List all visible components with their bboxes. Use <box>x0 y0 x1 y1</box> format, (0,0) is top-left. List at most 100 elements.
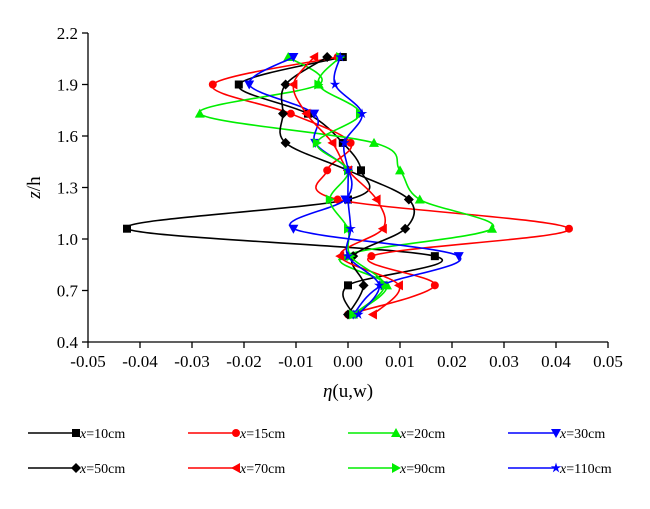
data-point <box>345 223 356 234</box>
y-tick-label: 1.3 <box>57 179 78 198</box>
x-tick-label: -0.05 <box>70 352 105 371</box>
legend-entry: x=110cm <box>508 462 612 477</box>
legend-label-value: =15cm <box>246 427 285 442</box>
y-axis-label-text: /h <box>24 176 45 191</box>
y-tick-label: 1.9 <box>57 76 78 95</box>
legend-label-value: =50cm <box>86 462 125 477</box>
legend-label-value: =110cm <box>566 462 612 477</box>
series-line <box>333 56 381 316</box>
legend-label-var: x <box>399 462 407 477</box>
y-tick-label: 1.6 <box>57 127 78 146</box>
data-point <box>380 280 390 291</box>
data-point <box>194 108 205 118</box>
data-point <box>327 137 337 148</box>
data-point <box>453 252 464 262</box>
x-tick-label: 0.02 <box>437 352 467 371</box>
data-point <box>393 280 403 291</box>
data-point <box>314 79 324 90</box>
y-axis-label: z/h <box>24 176 45 200</box>
data-point <box>367 252 376 261</box>
data-point <box>374 279 385 290</box>
x-tick-label: -0.03 <box>174 352 209 371</box>
legend-label: x=50cm <box>79 462 125 477</box>
data-point <box>288 224 299 234</box>
series-line <box>316 56 386 316</box>
x-tick-label: 0.01 <box>385 352 415 371</box>
y-axis-label-symbol: z <box>24 191 45 200</box>
data-point <box>342 194 354 204</box>
legend-label-var: x <box>239 462 247 477</box>
legend-label: x=15cm <box>239 427 285 442</box>
legend-label-value: =70cm <box>246 462 285 477</box>
data-point <box>369 137 379 147</box>
legend-label-var: x <box>559 462 567 477</box>
legend-marker <box>550 462 562 473</box>
data-point <box>280 79 291 90</box>
data-point <box>346 138 355 147</box>
data-point <box>288 53 299 63</box>
x-tick-label: -0.02 <box>226 352 261 371</box>
x-tick-label: 0.00 <box>333 352 363 371</box>
data-point <box>339 137 350 148</box>
data-point <box>335 251 345 262</box>
data-point <box>323 166 332 175</box>
legend-label: x=20cm <box>399 427 445 442</box>
data-point <box>344 281 352 290</box>
data-point <box>329 79 341 89</box>
x-axis-label: η(u,w) <box>323 381 373 402</box>
data-point <box>414 194 425 204</box>
legend-label-value: =10cm <box>86 427 125 442</box>
data-point <box>288 79 298 90</box>
data-point <box>400 223 411 234</box>
x-tick-label: 0.03 <box>489 352 519 371</box>
series-line <box>279 56 416 315</box>
x-tick-label: -0.04 <box>122 352 158 371</box>
legend-label: x=110cm <box>559 462 612 477</box>
series-x-30cm <box>244 53 464 320</box>
legend-entry: x=15cm <box>188 427 285 442</box>
data-point <box>353 309 364 319</box>
data-point <box>123 224 131 233</box>
legend-label-var: x <box>399 427 407 442</box>
x-tick-label: 0.05 <box>593 352 623 371</box>
x-tick-label: -0.01 <box>278 352 313 371</box>
legend-label-var: x <box>79 427 87 442</box>
legend-entry: x=50cm <box>28 462 125 477</box>
legend-label-var: x <box>79 462 87 477</box>
data-point <box>208 80 217 89</box>
legend-entry: x=90cm <box>348 462 445 477</box>
data-point <box>325 194 335 205</box>
data-point <box>309 109 320 119</box>
data-point <box>377 223 387 234</box>
data-point <box>367 309 377 320</box>
data-point <box>395 165 405 175</box>
series-line <box>198 56 495 316</box>
legend-entry: x=70cm <box>188 462 285 477</box>
data-point <box>403 194 414 205</box>
y-tick-label: 0.4 <box>57 333 79 352</box>
legend-label: x=70cm <box>239 462 285 477</box>
legend-label: x=90cm <box>399 462 445 477</box>
y-tick-label: 0.7 <box>57 282 79 301</box>
data-point <box>309 52 319 63</box>
legend-marker <box>232 429 240 437</box>
data-point <box>430 281 439 290</box>
data-point <box>342 164 354 175</box>
data-point <box>335 51 346 62</box>
legend-entry: x=20cm <box>348 427 445 442</box>
data-point <box>357 166 365 175</box>
data-point <box>286 109 295 118</box>
legend-label-var: x <box>239 427 247 442</box>
legend-entry: x=30cm <box>508 427 605 442</box>
series-x-110cm <box>329 51 385 319</box>
data-point <box>565 224 573 233</box>
series-line <box>125 56 444 315</box>
data-point <box>280 137 291 148</box>
y-tick-label: 2.2 <box>57 24 78 43</box>
x-tick-label: 0.04 <box>541 352 571 371</box>
x-axis-label-symbol: η <box>323 381 332 402</box>
data-point <box>358 280 369 291</box>
legend-label-value: =20cm <box>406 427 445 442</box>
